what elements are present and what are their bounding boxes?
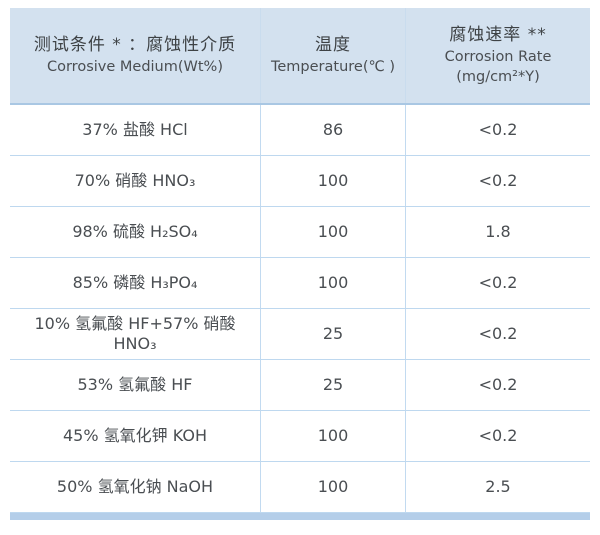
table-row: 53% 氢氟酸 HF 25 <0.2 [10, 360, 590, 411]
header-medium-en: Corrosive Medium(Wt%) [46, 59, 223, 75]
table-row: 10% 氢氟酸 HF+57% 硝酸 HNO₃ 25 <0.2 [10, 309, 590, 360]
table-row: 98% 硫酸 H₂SO₄ 100 1.8 [10, 207, 590, 258]
cell-temperature: 86 [260, 105, 405, 155]
cell-temperature: 100 [260, 156, 405, 206]
cell-medium: 50% 氢氧化钠 NaOH [56, 477, 214, 496]
cell-temperature: 100 [260, 462, 405, 512]
table-bottom-bar [10, 513, 590, 520]
cell-rate: <0.2 [405, 360, 590, 410]
cell-temperature: 100 [260, 207, 405, 257]
header-cell-corrosive-medium: 测试条件 * ：腐蚀性介质 Corrosive Medium(Wt%) [10, 8, 260, 103]
cell-rate: 1.8 [405, 207, 590, 257]
cell-medium: 85% 磷酸 H₃PO₄ [72, 273, 198, 292]
table-header-row: 测试条件 * ：腐蚀性介质 Corrosive Medium(Wt%) 温度 T… [10, 8, 590, 105]
cell-medium: 53% 氢氟酸 HF [77, 375, 193, 394]
header-temperature-zh: 温度 [315, 35, 351, 55]
header-temperature-en: Temperature(℃ ) [270, 59, 396, 75]
cell-medium: 10% 氢氟酸 HF+57% 硝酸 HNO₃ [34, 314, 236, 353]
corrosion-resistance-table: 测试条件 * ：腐蚀性介质 Corrosive Medium(Wt%) 温度 T… [10, 8, 590, 520]
header-rate-zh: 腐蚀速率 ** [449, 25, 547, 45]
cell-temperature: 25 [260, 360, 405, 410]
header-rate-en: Corrosion Rate [444, 49, 552, 65]
cell-medium: 37% 盐酸 HCl [82, 120, 188, 139]
cell-rate: <0.2 [405, 105, 590, 155]
cell-rate: <0.2 [405, 411, 590, 461]
cell-medium: 45% 氢氧化钾 KOH [63, 426, 207, 445]
cell-rate: <0.2 [405, 258, 590, 308]
cell-temperature: 100 [260, 258, 405, 308]
cell-medium: 98% 硫酸 H₂SO₄ [72, 222, 198, 241]
cell-rate: <0.2 [405, 156, 590, 206]
table-row: 70% 硝酸 HNO₃ 100 <0.2 [10, 156, 590, 207]
cell-rate: 2.5 [405, 462, 590, 512]
table-row: 45% 氢氧化钾 KOH 100 <0.2 [10, 411, 590, 462]
header-cell-temperature: 温度 Temperature(℃ ) [260, 8, 405, 103]
table-row: 85% 磷酸 H₃PO₄ 100 <0.2 [10, 258, 590, 309]
header-medium-zh: 测试条件 * ：腐蚀性介质 [33, 35, 237, 55]
cell-medium: 70% 硝酸 HNO₃ [74, 171, 196, 190]
cell-temperature: 100 [260, 411, 405, 461]
cell-temperature: 25 [260, 309, 405, 359]
table-row: 37% 盐酸 HCl 86 <0.2 [10, 105, 590, 156]
header-cell-corrosion-rate: 腐蚀速率 ** Corrosion Rate (mg/cm²*Y) [405, 8, 590, 103]
header-rate-unit: (mg/cm²*Y) [456, 69, 540, 85]
cell-rate: <0.2 [405, 309, 590, 359]
table-row: 50% 氢氧化钠 NaOH 100 2.5 [10, 462, 590, 513]
